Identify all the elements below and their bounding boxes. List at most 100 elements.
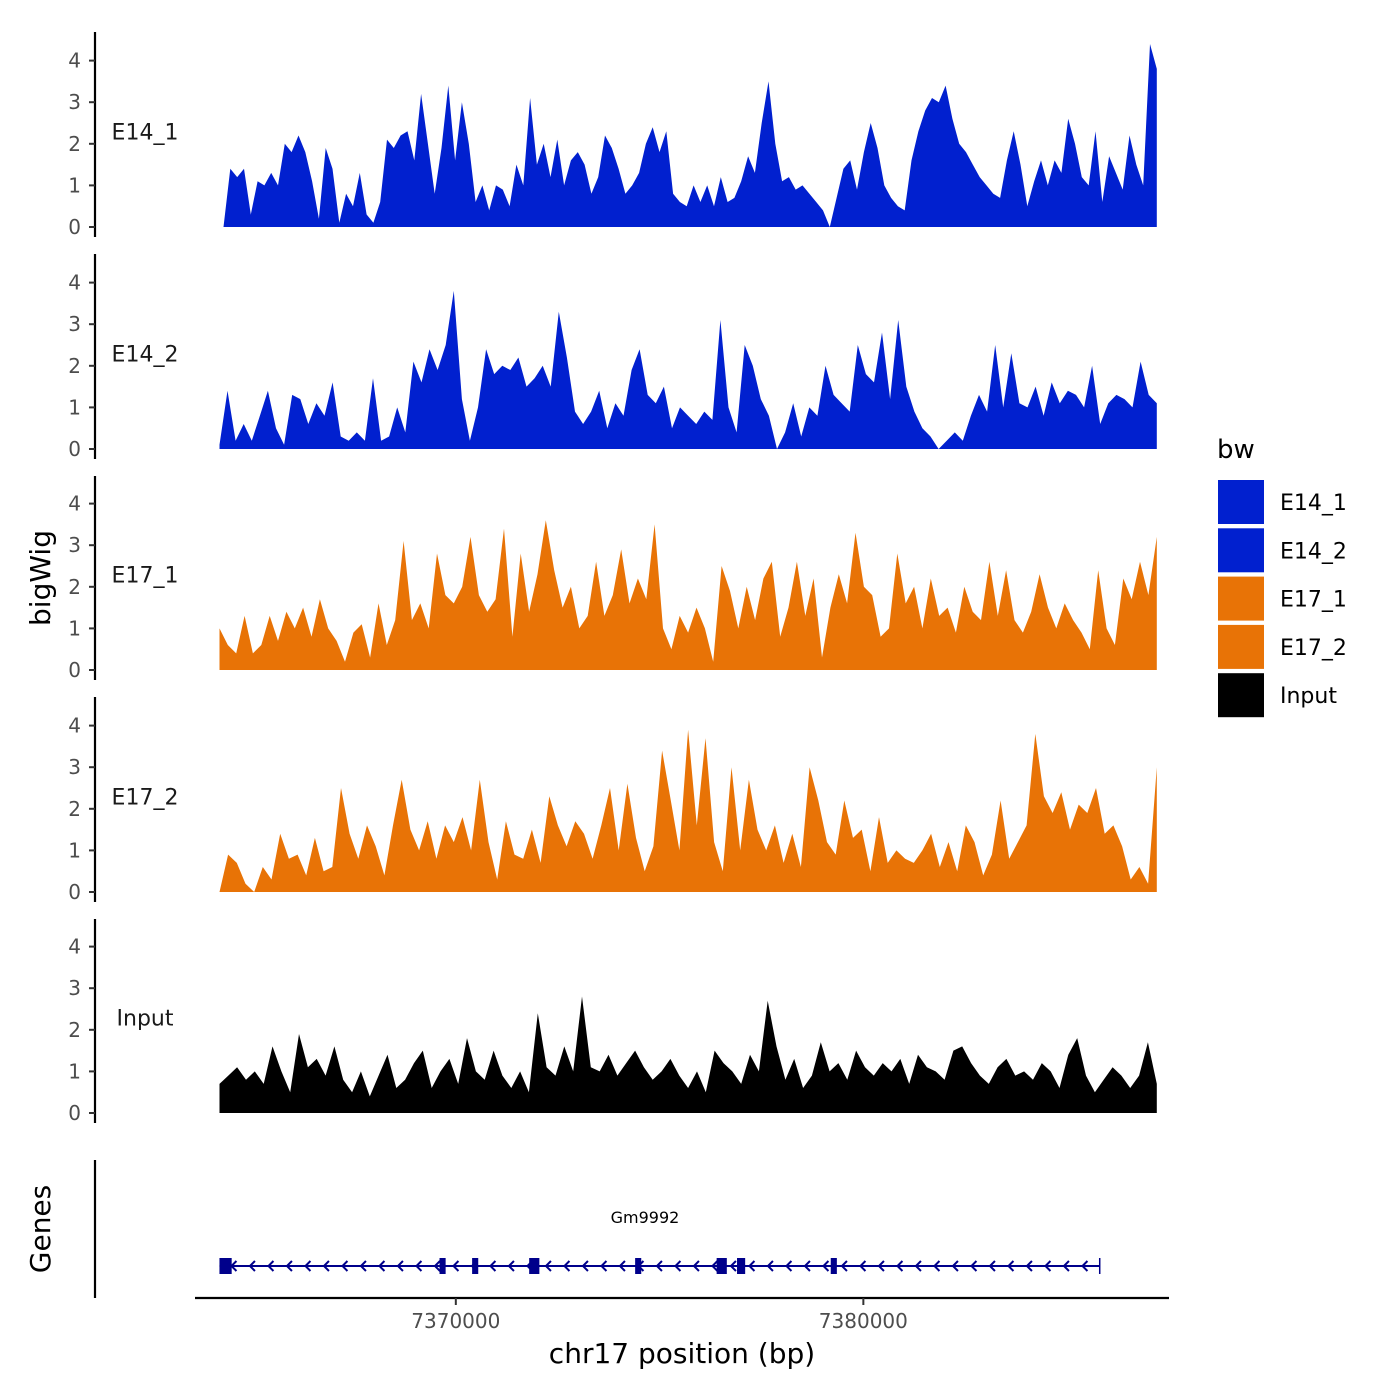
track-label: E17_1 (112, 564, 179, 589)
y-tick-label: 0 (68, 658, 81, 682)
strand-arrow (285, 1260, 293, 1272)
strand-arrow (1081, 1260, 1089, 1272)
strand-arrow (267, 1260, 275, 1272)
y-tick-label: 2 (68, 132, 81, 156)
legend-label: E14_1 (1280, 491, 1347, 516)
signal-area (219, 996, 1157, 1113)
strand-arrow (341, 1260, 349, 1272)
legend-swatch (1218, 576, 1264, 621)
x-tick-label: 7370000 (411, 1309, 500, 1333)
strand-arrow (396, 1260, 404, 1272)
strand-arrow (489, 1260, 497, 1272)
strand-arrow (415, 1260, 423, 1272)
strand-arrow (933, 1260, 941, 1272)
gene-label: Gm9992 (611, 1208, 680, 1227)
track-label: Input (117, 1007, 174, 1032)
signal-area (219, 520, 1157, 670)
x-tick-label: 7380000 (819, 1309, 908, 1333)
y-axis-title: bigWig (24, 530, 57, 626)
y-tick-label: 4 (68, 714, 81, 738)
strand-arrow (1062, 1260, 1070, 1272)
gene-exon (472, 1258, 479, 1274)
track-label: E14_1 (112, 121, 179, 146)
gene-exon (439, 1258, 446, 1274)
y-tick-label: 0 (68, 437, 81, 461)
y-tick-label: 3 (68, 755, 81, 779)
strand-arrow (766, 1260, 774, 1272)
strand-arrow (711, 1260, 719, 1272)
strand-arrow (877, 1260, 885, 1272)
legend-label: Input (1280, 684, 1337, 709)
strand-arrow (729, 1260, 737, 1272)
track-e17-2: 0 1 2 3 4 E17_2 (68, 697, 1157, 904)
strand-arrow (914, 1260, 922, 1272)
y-tick-label: 3 (68, 90, 81, 114)
y-tick-label: 1 (68, 616, 81, 640)
signal-area (223, 44, 1157, 227)
y-tick-label: 1 (68, 1059, 81, 1083)
y-tick-label: 2 (68, 1018, 81, 1042)
strand-arrow (378, 1260, 386, 1272)
strand-arrow (803, 1260, 811, 1272)
track-input: 0 1 2 3 4 Input (68, 919, 1157, 1125)
strand-arrow (785, 1260, 793, 1272)
track-label: E17_2 (112, 786, 179, 811)
y-tick-label: 4 (68, 49, 81, 73)
y-tick-label: 4 (68, 492, 81, 516)
x-axis-title: chr17 position (bp) (549, 1337, 815, 1370)
track-e14-2: 0 1 2 3 4 E14_2 (68, 254, 1157, 461)
strand-arrow (600, 1260, 608, 1272)
strand-arrow (322, 1260, 330, 1272)
strand-arrow (433, 1260, 441, 1272)
track-e14-1: 0 1 2 3 4 E14_1 (68, 32, 1157, 239)
strand-arrow (1007, 1260, 1015, 1272)
strand-arrow (581, 1260, 589, 1272)
strand-arrow (951, 1260, 959, 1272)
y-tick-label: 3 (68, 533, 81, 557)
legend-swatch (1218, 528, 1264, 573)
y-tick-label: 4 (68, 271, 81, 295)
strand-arrow (507, 1260, 515, 1272)
gene-exon (635, 1258, 642, 1274)
strand-arrow (563, 1260, 571, 1272)
y-tick-label: 3 (68, 312, 81, 336)
legend-label: E14_2 (1280, 539, 1347, 564)
strand-arrow (988, 1260, 996, 1272)
y-tick-label: 0 (68, 1101, 81, 1125)
y-tick-label: 2 (68, 575, 81, 599)
strand-arrow (655, 1260, 663, 1272)
strand-arrow (359, 1260, 367, 1272)
y-tick-label: 1 (68, 838, 81, 862)
legend: bw E14_1 E14_2 E17_1 E17_2 Input (1217, 435, 1347, 718)
signal-area (219, 729, 1157, 892)
strand-arrow (822, 1260, 830, 1272)
gene-exon (737, 1258, 746, 1274)
y-tick-label: 2 (68, 354, 81, 378)
strand-arrow (896, 1260, 904, 1272)
strand-arrow (544, 1260, 552, 1272)
track-label: E14_2 (112, 343, 179, 368)
legend-swatch (1218, 624, 1264, 669)
strand-arrow (304, 1260, 312, 1272)
legend-title: bw (1217, 435, 1255, 465)
strand-arrow (692, 1260, 700, 1272)
legend-label: E17_2 (1280, 636, 1347, 661)
signal-area (219, 290, 1157, 449)
gene-exon (219, 1258, 232, 1274)
y-tick-label: 4 (68, 935, 81, 959)
strand-arrow (674, 1260, 682, 1272)
y-tick-label: 3 (68, 976, 81, 1000)
y-tick-label: 1 (68, 173, 81, 197)
genes-axis-title: Genes (24, 1185, 57, 1273)
legend-swatch (1218, 480, 1264, 524)
strand-arrow (1025, 1260, 1033, 1272)
strand-arrow (859, 1260, 867, 1272)
gene-exon (529, 1258, 540, 1274)
y-tick-label: 0 (68, 215, 81, 239)
strand-arrow (1044, 1260, 1052, 1272)
strand-arrow (970, 1260, 978, 1272)
genes-panel: Gm9992 (93, 1160, 1101, 1298)
strand-arrow (618, 1260, 626, 1272)
strand-arrow (452, 1260, 460, 1272)
